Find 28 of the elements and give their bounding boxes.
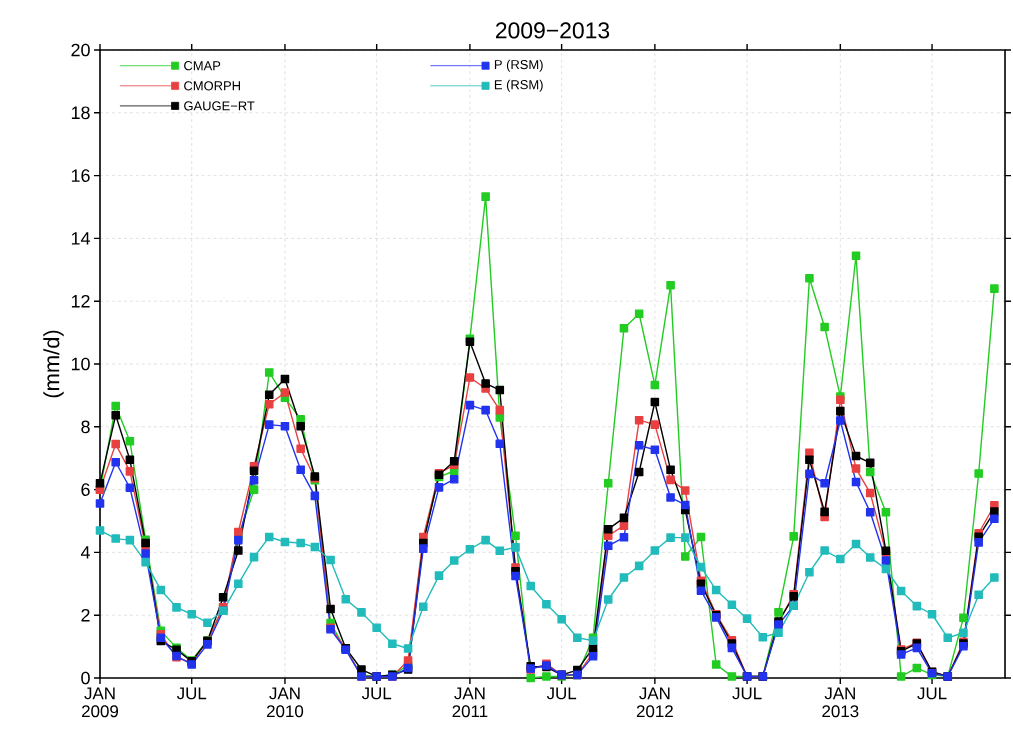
y-tick-label: 18 [71,106,90,120]
legend-label: E (RSM) [494,79,543,92]
legend-label: CMAP [184,61,221,71]
x-tick-label: JAN 2012 [636,687,673,718]
x-tick-label: JUL [546,687,577,700]
x-tick-label: JUL [732,687,762,700]
x-tick-label: JAN 2010 [266,687,304,718]
y-tick-label: 10 [71,357,90,371]
x-tick-label: JAN 2011 [452,687,488,718]
x-tick-label: JAN 2009 [82,687,119,718]
legend-label: CMORPH [184,81,240,91]
chart-title: 2009−2013 [496,22,610,39]
y-tick-label: 16 [71,169,90,182]
x-tick-label: JUL [361,687,392,700]
y-tick-label: 6 [81,483,90,496]
y-tick-label: 4 [80,546,90,559]
y-tick-label: 14 [71,232,90,245]
x-tick-label: JUL [917,687,947,700]
legend-label: P (RSM) [494,59,543,72]
x-tick-label: JAN 2013 [822,687,859,718]
y-axis-title: (mm/d) [43,330,64,398]
x-tick-label: JUL [176,687,207,700]
y-tick-label: 2 [81,608,90,622]
y-tick-label: 0 [81,671,90,685]
y-tick-label: 8 [81,420,90,434]
y-tick-label: 20 [71,43,90,57]
y-tick-label: 12 [71,294,90,308]
legend-label: GAUGE−RT [184,101,255,111]
